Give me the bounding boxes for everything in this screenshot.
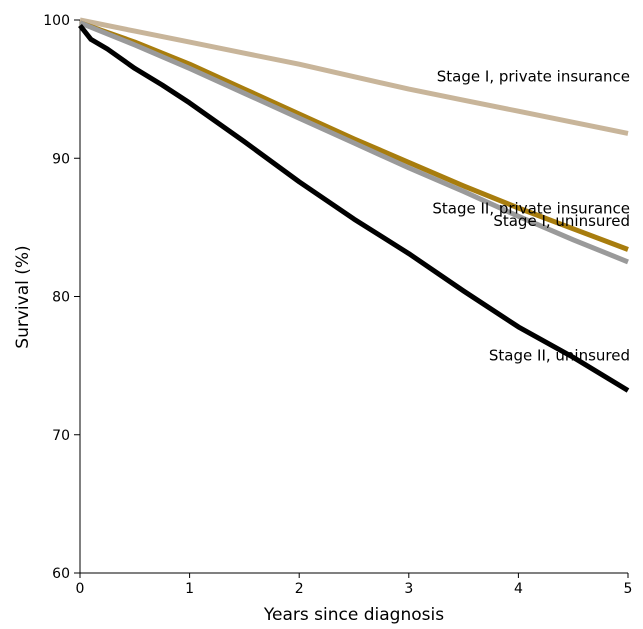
series-label: Stage I, uninsured	[493, 212, 630, 230]
x-axis-ticks: 0 1 2 3 4 5	[76, 573, 633, 597]
x-tick-label: 1	[185, 581, 194, 597]
x-tick-label: 3	[404, 581, 413, 597]
x-tick-label: 5	[624, 581, 633, 597]
x-tick-label: 0	[76, 581, 85, 597]
y-axis-title: Survival (%)	[13, 245, 33, 348]
series-line	[79, 20, 629, 252]
x-tick-label: 2	[295, 581, 304, 597]
y-tick-label: 70	[52, 428, 70, 444]
series-labels: Stage I, private insurance Stage II, priv…	[432, 67, 630, 364]
x-axis-title: Years since diagnosis	[263, 605, 444, 625]
y-tick-label: 80	[52, 290, 70, 306]
series-lines	[78, 17, 630, 393]
y-tick-label: 100	[43, 13, 70, 29]
series-line	[79, 17, 629, 136]
axes	[79, 20, 628, 574]
series-label: Stage II, private insurance	[432, 199, 630, 217]
y-tick-label: 90	[52, 151, 70, 167]
series-line	[79, 20, 629, 265]
y-tick-label: 60	[52, 566, 70, 582]
x-tick-label: 4	[514, 581, 523, 597]
series-line	[78, 23, 630, 393]
series-label: Stage I, private insurance	[437, 67, 630, 85]
y-axis-ticks: 60 70 80 90 100	[43, 13, 80, 582]
series-label: Stage II, uninsured	[489, 347, 630, 365]
